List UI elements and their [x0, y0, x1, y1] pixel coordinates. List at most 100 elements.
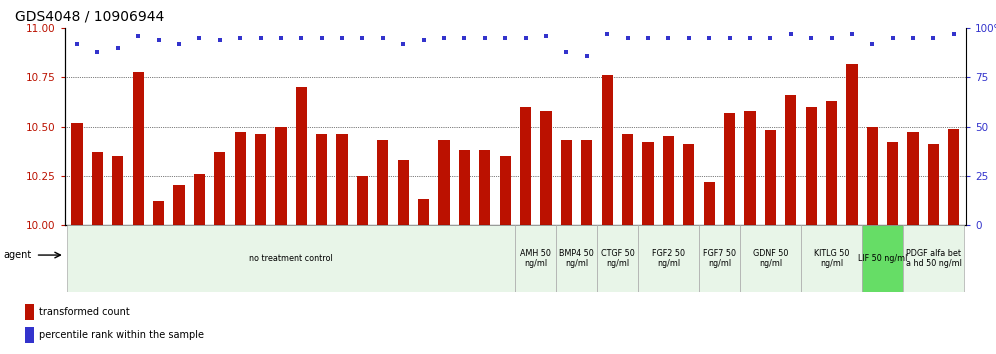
- Bar: [744, 111, 756, 225]
- Bar: [337, 135, 348, 225]
- Point: [253, 35, 269, 41]
- Point: [620, 35, 635, 41]
- Bar: [67, 225, 515, 292]
- Bar: [479, 150, 490, 225]
- Bar: [806, 107, 817, 225]
- Text: agent: agent: [3, 250, 32, 260]
- Text: transformed count: transformed count: [39, 307, 129, 317]
- Point: [497, 35, 513, 41]
- Point: [865, 41, 880, 47]
- Bar: [459, 150, 470, 225]
- Point: [600, 32, 616, 37]
- Bar: [602, 75, 613, 225]
- Bar: [887, 142, 898, 225]
- Bar: [801, 225, 863, 292]
- Bar: [622, 135, 633, 225]
- Bar: [173, 185, 184, 225]
- Bar: [561, 140, 572, 225]
- Text: KITLG 50
ng/ml: KITLG 50 ng/ml: [814, 249, 850, 268]
- Point: [90, 49, 106, 55]
- Point: [742, 35, 758, 41]
- Point: [232, 35, 248, 41]
- Point: [579, 53, 595, 59]
- Bar: [72, 122, 83, 225]
- Bar: [132, 72, 143, 225]
- Bar: [863, 225, 903, 292]
- Point: [191, 35, 207, 41]
- Point: [538, 33, 554, 39]
- Point: [925, 35, 941, 41]
- Point: [783, 32, 799, 37]
- Text: CTGF 50
ng/ml: CTGF 50 ng/ml: [601, 249, 634, 268]
- Point: [844, 32, 860, 37]
- Bar: [275, 126, 287, 225]
- Bar: [296, 87, 307, 225]
- Bar: [903, 225, 964, 292]
- Bar: [826, 101, 837, 225]
- Bar: [516, 225, 556, 292]
- Bar: [357, 176, 369, 225]
- Text: GDNF 50
ng/ml: GDNF 50 ng/ml: [753, 249, 788, 268]
- Bar: [683, 144, 694, 225]
- Bar: [699, 225, 740, 292]
- Bar: [316, 135, 328, 225]
- Point: [294, 35, 310, 41]
- Bar: [234, 132, 246, 225]
- Bar: [847, 64, 858, 225]
- Bar: [25, 327, 34, 343]
- Point: [884, 35, 900, 41]
- Point: [660, 35, 676, 41]
- Bar: [255, 135, 266, 225]
- Bar: [642, 142, 653, 225]
- Bar: [214, 152, 225, 225]
- Point: [130, 33, 146, 39]
- Bar: [377, 140, 388, 225]
- Bar: [153, 201, 164, 225]
- Bar: [520, 107, 531, 225]
- Point: [946, 32, 962, 37]
- Bar: [113, 156, 124, 225]
- Point: [681, 35, 697, 41]
- Bar: [785, 95, 797, 225]
- Point: [171, 41, 187, 47]
- Point: [150, 37, 166, 43]
- Bar: [541, 111, 552, 225]
- Point: [559, 49, 575, 55]
- Point: [905, 35, 921, 41]
- Point: [518, 35, 534, 41]
- Text: FGF2 50
ng/ml: FGF2 50 ng/ml: [651, 249, 685, 268]
- Point: [212, 37, 228, 43]
- Bar: [928, 144, 939, 225]
- Text: percentile rank within the sample: percentile rank within the sample: [39, 330, 204, 340]
- Bar: [556, 225, 597, 292]
- Point: [701, 35, 717, 41]
- Point: [477, 35, 493, 41]
- Point: [721, 35, 737, 41]
- Bar: [948, 129, 959, 225]
- Bar: [582, 140, 593, 225]
- Point: [640, 35, 656, 41]
- Bar: [500, 156, 511, 225]
- Point: [314, 35, 330, 41]
- Point: [762, 35, 778, 41]
- Point: [355, 35, 371, 41]
- Bar: [740, 225, 801, 292]
- Bar: [703, 182, 715, 225]
- Bar: [194, 174, 205, 225]
- Bar: [92, 152, 103, 225]
- Bar: [724, 113, 735, 225]
- Text: GDS4048 / 10906944: GDS4048 / 10906944: [15, 9, 164, 23]
- Bar: [765, 131, 776, 225]
- Point: [456, 35, 472, 41]
- Text: LIF 50 ng/ml: LIF 50 ng/ml: [858, 254, 907, 263]
- Text: AMH 50
ng/ml: AMH 50 ng/ml: [520, 249, 551, 268]
- Bar: [907, 132, 918, 225]
- Point: [803, 35, 819, 41]
- Bar: [637, 225, 699, 292]
- Point: [69, 41, 85, 47]
- Bar: [662, 136, 674, 225]
- Bar: [867, 126, 877, 225]
- Text: PDGF alfa bet
a hd 50 ng/ml: PDGF alfa bet a hd 50 ng/ml: [905, 249, 961, 268]
- Point: [110, 45, 125, 51]
- Bar: [438, 140, 449, 225]
